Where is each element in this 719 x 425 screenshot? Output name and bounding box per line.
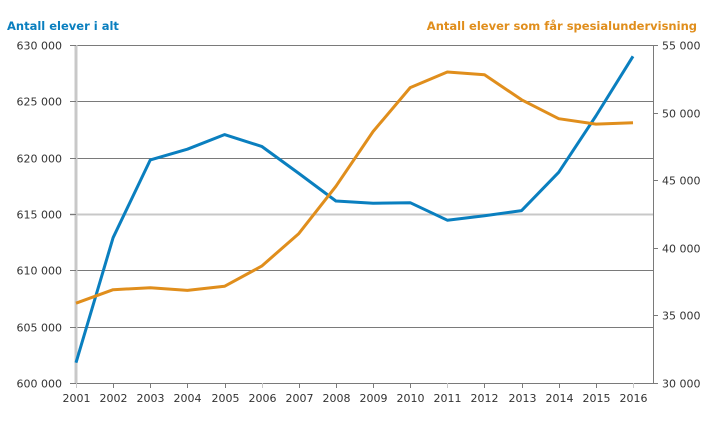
x-tick-label: 2006 (249, 392, 277, 405)
x-tick-label: 2011 (434, 392, 462, 405)
left-axis-ticks: 600 000 605 000 610 000 615 000 620 000 625 0… (17, 40, 76, 391)
right-tick-label: 45 000 (662, 175, 701, 188)
x-tick-label: 2008 (323, 392, 351, 405)
x-tick-label: 2004 (174, 392, 202, 405)
left-tick-label: 615 000 (17, 209, 63, 222)
x-tick-label: 2001 (63, 392, 91, 405)
right-tick-label: 40 000 (662, 243, 701, 256)
x-tick-label: 2013 (509, 392, 537, 405)
right-axis-title: Antall elever som får spesialundervisnin… (427, 19, 697, 33)
gridlines (70, 45, 653, 328)
x-axis-ticks: 2001 2002 2003 2004 2005 2006 2007 2008 2009 2010… (63, 383, 648, 405)
x-tick-label: 2014 (546, 392, 574, 405)
right-tick-label: 35 000 (662, 310, 701, 323)
x-tick-label: 2003 (137, 392, 165, 405)
series-line-total-students (74, 55, 635, 364)
x-tick-label: 2009 (360, 392, 388, 405)
left-tick-label: 610 000 (17, 265, 63, 278)
x-tick-label: 2005 (212, 392, 240, 405)
right-tick-label: 50 000 (662, 108, 701, 121)
x-tick-label: 2007 (286, 392, 314, 405)
left-tick-label: 605 000 (17, 322, 63, 335)
left-tick-label: 630 000 (17, 40, 63, 53)
x-tick-label: 2016 (620, 392, 648, 405)
left-tick-label: 620 000 (17, 153, 63, 166)
x-tick-label: 2002 (100, 392, 128, 405)
x-tick-label: 2015 (583, 392, 611, 405)
left-tick-label: 625 000 (17, 96, 63, 109)
right-tick-label: 30 000 (662, 378, 701, 391)
left-tick-label: 600 000 (17, 378, 63, 391)
x-tick-label: 2010 (397, 392, 425, 405)
left-axis-title: Antall elever i alt (7, 19, 119, 33)
x-tick-label: 2012 (471, 392, 499, 405)
right-axis-ticks: 30 000 35 000 40 000 45 000 50 000 55 000 (653, 40, 701, 391)
series-line-special-education (75, 70, 634, 305)
series-lines (74, 55, 635, 364)
right-tick-label: 55 000 (662, 40, 701, 53)
